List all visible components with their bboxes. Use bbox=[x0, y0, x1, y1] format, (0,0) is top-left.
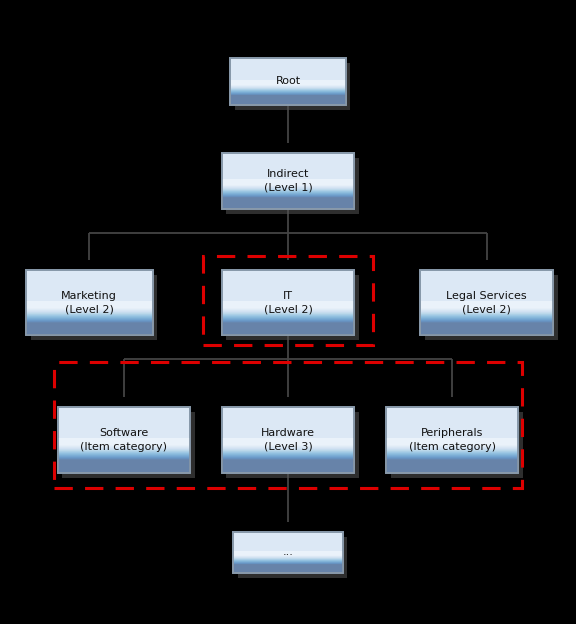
FancyBboxPatch shape bbox=[420, 270, 553, 336]
FancyBboxPatch shape bbox=[226, 275, 359, 341]
FancyBboxPatch shape bbox=[26, 270, 153, 336]
FancyBboxPatch shape bbox=[31, 275, 157, 341]
FancyBboxPatch shape bbox=[233, 532, 343, 573]
Text: Peripherals
(Item category): Peripherals (Item category) bbox=[408, 428, 496, 452]
FancyBboxPatch shape bbox=[222, 270, 354, 336]
Text: Hardware
(Level 3): Hardware (Level 3) bbox=[261, 428, 315, 452]
Text: Marketing
(Level 2): Marketing (Level 2) bbox=[61, 291, 118, 314]
Text: IT
(Level 2): IT (Level 2) bbox=[264, 291, 312, 314]
FancyBboxPatch shape bbox=[386, 407, 518, 473]
FancyBboxPatch shape bbox=[235, 63, 350, 110]
FancyBboxPatch shape bbox=[62, 412, 195, 478]
Text: Indirect
(Level 1): Indirect (Level 1) bbox=[264, 169, 312, 193]
FancyBboxPatch shape bbox=[58, 407, 190, 473]
FancyBboxPatch shape bbox=[391, 412, 523, 478]
FancyBboxPatch shape bbox=[226, 158, 359, 214]
FancyBboxPatch shape bbox=[230, 58, 346, 104]
Text: Root: Root bbox=[275, 76, 301, 86]
Text: Software
(Item category): Software (Item category) bbox=[80, 428, 168, 452]
FancyBboxPatch shape bbox=[222, 407, 354, 473]
FancyBboxPatch shape bbox=[226, 412, 359, 478]
Bar bbox=[203, 256, 373, 345]
Bar bbox=[54, 362, 522, 488]
Text: Legal Services
(Level 2): Legal Services (Level 2) bbox=[446, 291, 527, 314]
Text: ...: ... bbox=[283, 547, 293, 557]
FancyBboxPatch shape bbox=[222, 153, 354, 209]
FancyBboxPatch shape bbox=[425, 275, 558, 341]
FancyBboxPatch shape bbox=[238, 537, 347, 578]
